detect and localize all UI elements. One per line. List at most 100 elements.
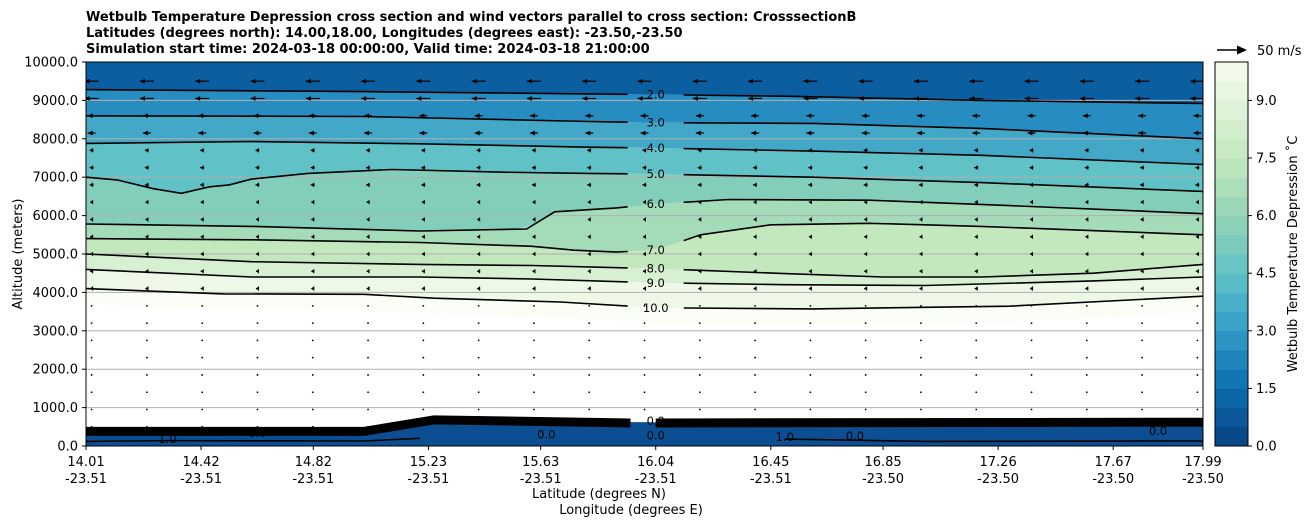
wind-vector	[476, 165, 481, 170]
wind-vector	[195, 78, 210, 84]
wind-vector	[529, 113, 538, 119]
band-7-8	[86, 223, 1203, 277]
wind-vector	[587, 286, 591, 291]
wind-vector	[256, 322, 259, 325]
wind-vector	[529, 130, 538, 136]
wind-vector	[864, 391, 867, 394]
x-tick-label-lat: 14.42	[182, 455, 219, 470]
wind-vector	[753, 286, 757, 291]
colorbar-segment	[1215, 81, 1248, 101]
wind-vector	[532, 286, 536, 291]
wind-vector	[1196, 391, 1199, 394]
colorbar-label: Wetbulb Temperature Depression ˚C	[1285, 136, 1301, 373]
wind-vector	[1030, 356, 1033, 359]
wind-vector	[422, 391, 425, 394]
wind-vector	[972, 113, 981, 119]
wind-vector	[146, 374, 148, 376]
colorbar-segment	[1215, 407, 1248, 428]
wind-vector	[1079, 96, 1094, 101]
wind-vector	[808, 268, 812, 274]
wind-vector	[531, 182, 536, 188]
wind-vector	[803, 78, 818, 84]
wind-vector	[809, 356, 812, 359]
wind-vector	[90, 339, 93, 342]
wind-vector	[698, 374, 701, 376]
wind-vector	[255, 217, 259, 222]
wind-vector	[145, 286, 149, 291]
wind-vector	[256, 356, 259, 359]
wind-vector	[1030, 408, 1033, 411]
wind-vector	[533, 339, 535, 342]
y-tick-label: 3000.0	[33, 324, 79, 339]
y-tick-label: 7000.0	[33, 171, 79, 186]
wind-vector	[643, 391, 646, 394]
wind-vector	[1195, 199, 1199, 205]
wind-vector	[367, 374, 369, 376]
wind-vector	[643, 304, 646, 307]
contour-label-2.0: 2.0	[647, 88, 665, 102]
wind-vector	[1140, 286, 1144, 291]
wind-vector	[864, 374, 867, 376]
wind-vector	[142, 130, 151, 136]
wind-vector	[864, 408, 867, 411]
wind-vector	[919, 286, 923, 291]
wind-vector	[1196, 322, 1199, 325]
wind-vector	[256, 391, 259, 394]
wind-vector	[367, 322, 369, 325]
wind-vector	[421, 199, 425, 205]
wind-vector	[256, 408, 259, 411]
wind-vector	[919, 251, 923, 257]
wind-vector	[1195, 217, 1199, 222]
wind-vector	[1196, 374, 1199, 376]
wind-vector	[310, 165, 315, 170]
wind-vector	[366, 234, 370, 240]
wind-vector	[366, 286, 370, 291]
wind-vector	[864, 251, 868, 257]
wind-vector	[1030, 391, 1033, 394]
wind-vector	[421, 217, 425, 222]
surface-contour-label: 0.0	[846, 429, 864, 443]
contour-label-6.0: 6.0	[647, 197, 665, 211]
x-axis-label-longitude: Longitude (degrees E)	[559, 503, 703, 518]
colorbar-segment	[1215, 62, 1248, 82]
colorbar-tick-label: 4.5	[1256, 267, 1277, 282]
contour-lines: 2.0 3.0 4.0 5.0 6.0 7.0 8.09.0 10.0	[86, 88, 1203, 315]
wind-vector	[1195, 147, 1200, 153]
wind-vector	[698, 339, 701, 342]
wind-vector	[533, 322, 535, 325]
wind-vector	[698, 408, 701, 411]
contour-line-2.0	[86, 88, 628, 96]
x-tick-label-lat: 15.63	[522, 455, 559, 470]
wind-vector	[916, 113, 925, 119]
wind-vector	[808, 182, 813, 188]
wind-vector	[1030, 322, 1033, 325]
wind-vector	[310, 182, 315, 188]
wind-vector	[145, 217, 149, 222]
wind-vector	[311, 374, 314, 376]
wind-vector	[975, 356, 978, 359]
wind-vector	[1024, 78, 1039, 84]
wind-vector	[587, 234, 591, 240]
contour-line-3.0	[683, 122, 1203, 140]
wind-vector	[471, 78, 486, 84]
wind-vector	[1085, 391, 1088, 394]
wind-vector	[421, 147, 426, 153]
wind-vector	[748, 78, 763, 84]
colorbar-tick-label: 3.0	[1256, 324, 1277, 339]
contour-line-10.0	[683, 295, 1203, 310]
wind-vector	[255, 234, 259, 240]
wind-vector	[86, 96, 99, 101]
y-tick-label: 9000.0	[33, 94, 79, 109]
surface-contour-line	[86, 437, 1203, 443]
wind-vector	[642, 147, 647, 153]
wind-vector	[920, 408, 922, 411]
colorbar-segment	[1215, 215, 1248, 236]
wind-vector	[754, 356, 756, 359]
contour-line-7.0	[86, 237, 628, 253]
wind-vector	[90, 304, 93, 307]
wind-vector	[809, 322, 812, 325]
wind-vector	[864, 217, 868, 222]
wind-vector	[200, 182, 205, 188]
wind-vector	[698, 356, 701, 359]
wind-vector	[476, 147, 481, 153]
